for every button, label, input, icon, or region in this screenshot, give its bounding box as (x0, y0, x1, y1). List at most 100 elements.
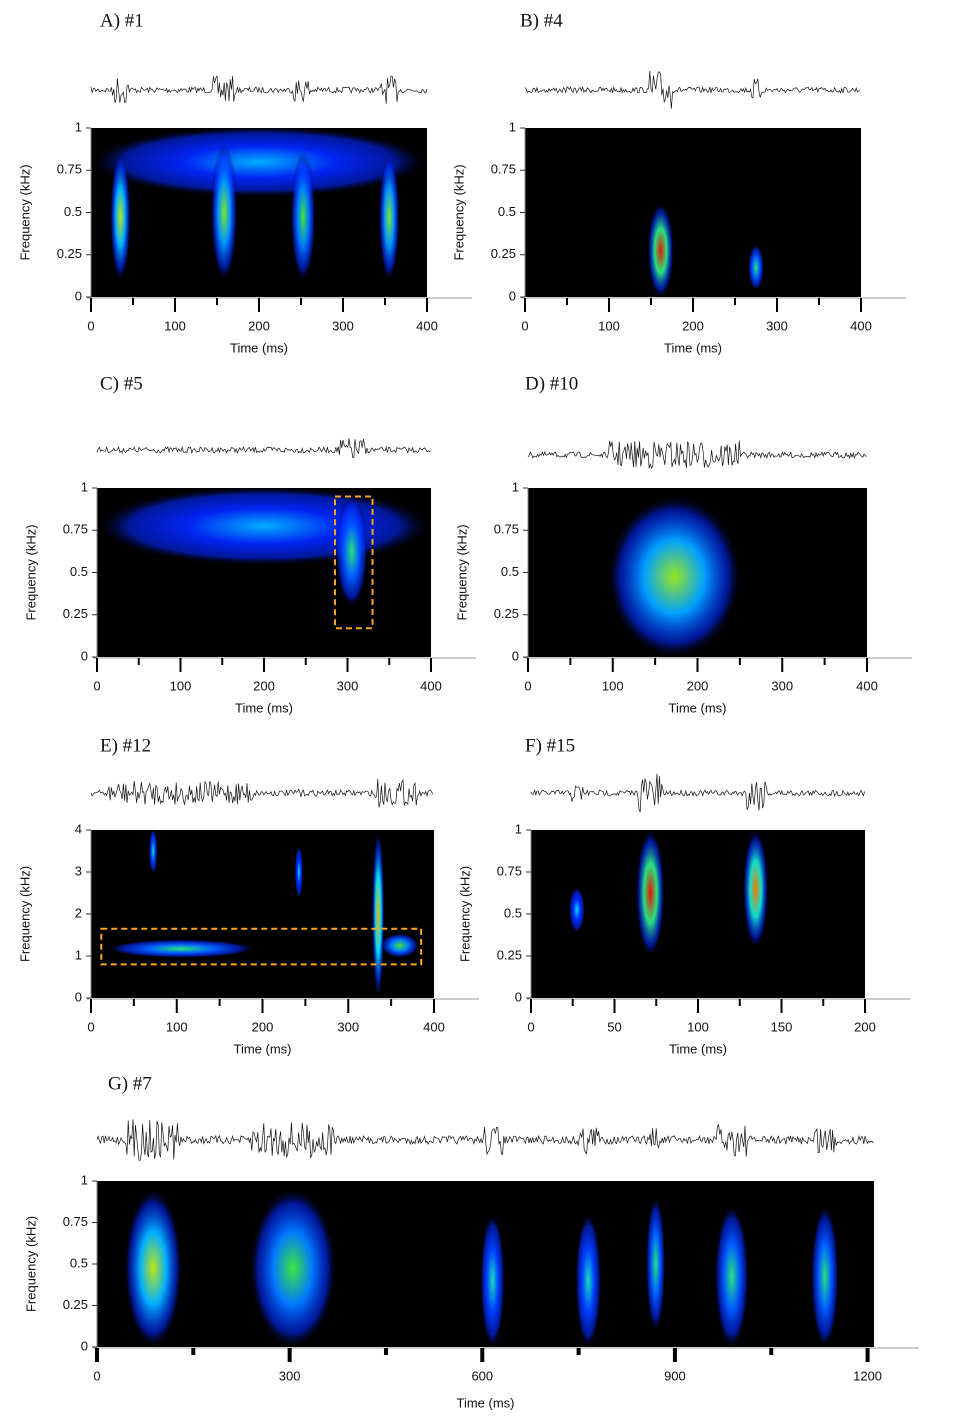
waveform (530, 773, 865, 813)
x-tick-label: 100 (164, 318, 186, 333)
y-tick-label: 0.75 (491, 162, 516, 177)
x-tick-label: 100 (170, 678, 192, 693)
y-tick-label: 0 (81, 648, 88, 663)
x-axis-label: Time (ms) (664, 340, 722, 355)
x-tick-label: 400 (856, 678, 878, 693)
y-tick-label: 0.25 (494, 606, 519, 621)
x-tick-label: 150 (771, 1019, 793, 1034)
y-axis-label: Frequency (kHz) (454, 524, 469, 620)
x-tick-label: 400 (416, 318, 438, 333)
y-tick-label: 0.25 (63, 1297, 88, 1312)
y-tick-label: 3 (75, 863, 82, 878)
x-tick-label: 200 (252, 1019, 274, 1034)
x-axis-label: Time (ms) (230, 340, 288, 355)
y-tick-label: 0 (515, 989, 522, 1004)
spectrogram (91, 128, 427, 283)
call-energy (149, 830, 158, 874)
y-tick-label: 0 (512, 648, 519, 663)
x-tick-label: 600 (471, 1368, 493, 1383)
panel-title: C) #5 (100, 373, 143, 394)
y-tick-label: 4 (75, 821, 82, 836)
x-tick-label: 100 (602, 678, 624, 693)
x-axis-label: Time (ms) (668, 700, 726, 715)
x-tick-label: 400 (423, 1019, 445, 1034)
call-energy (91, 128, 427, 198)
call-energy (569, 886, 585, 933)
y-tick-label: 0.25 (491, 246, 516, 261)
y-tick-label: 1 (509, 119, 516, 134)
x-tick-label: 300 (771, 678, 793, 693)
waveform (90, 778, 434, 808)
x-axis-label: Time (ms) (235, 700, 293, 715)
y-axis-label: Frequency (kHz) (17, 866, 32, 962)
x-tick-label: 400 (420, 678, 442, 693)
panel-title: E) #12 (100, 735, 151, 756)
y-axis-label: Frequency (kHz) (17, 164, 32, 260)
call-energy (294, 844, 304, 900)
y-tick-label: 0 (75, 288, 82, 303)
x-tick-label: 200 (854, 1019, 876, 1034)
panel-title: G) #7 (108, 1073, 152, 1094)
panel-title: D) #10 (525, 373, 578, 394)
x-tick-label: 0 (524, 678, 531, 693)
y-tick-label: 0.25 (497, 947, 522, 962)
call-energy (371, 830, 385, 998)
call-energy (210, 142, 238, 283)
x-tick-label: 900 (664, 1368, 686, 1383)
x-tick-label: 1200 (853, 1368, 882, 1383)
panel-title: A) #1 (100, 10, 144, 31)
x-tick-label: 300 (337, 1019, 359, 1034)
x-tick-label: 200 (253, 678, 275, 693)
call-energy (249, 1187, 337, 1347)
call-energy (123, 1187, 183, 1347)
x-axis-label: Time (ms) (456, 1395, 514, 1410)
call-energy (480, 1212, 505, 1347)
call-energy (748, 244, 764, 291)
x-tick-label: 300 (279, 1368, 301, 1383)
call-energy (106, 939, 256, 959)
y-tick-label: 2 (75, 905, 82, 920)
x-tick-label: 300 (337, 678, 359, 693)
spectrogram (647, 202, 764, 297)
y-axis-label: Frequency (kHz) (451, 164, 466, 260)
y-tick-label: 1 (75, 119, 82, 134)
x-tick-label: 300 (766, 318, 788, 333)
call-energy (110, 151, 131, 283)
x-tick-label: 200 (248, 318, 270, 333)
x-tick-label: 0 (93, 678, 100, 693)
call-energy (647, 202, 674, 297)
y-tick-label: 0.5 (70, 1255, 88, 1270)
highlight-box (333, 495, 374, 630)
x-tick-label: 0 (527, 1019, 534, 1034)
call-energy (380, 933, 419, 958)
call-energy (335, 494, 368, 609)
waveform (96, 1119, 874, 1161)
y-axis-label: Frequency (kHz) (457, 866, 472, 962)
x-tick-label: 200 (687, 678, 709, 693)
x-tick-label: 400 (850, 318, 872, 333)
call-energy (97, 488, 431, 567)
y-tick-label: 0.5 (498, 204, 516, 219)
x-tick-label: 100 (687, 1019, 709, 1034)
x-tick-label: 300 (332, 318, 354, 333)
x-tick-label: 50 (607, 1019, 621, 1034)
call-energy (290, 151, 316, 283)
y-tick-label: 0 (81, 1338, 88, 1353)
spectrogram (97, 488, 431, 609)
y-tick-label: 0.25 (57, 246, 82, 261)
x-tick-label: 0 (93, 1368, 100, 1383)
call-energy (742, 830, 769, 950)
y-tick-label: 0.75 (63, 522, 88, 537)
y-tick-label: 1 (515, 821, 522, 836)
y-tick-label: 0.5 (504, 905, 522, 920)
y-tick-label: 1 (75, 947, 82, 962)
call-energy (714, 1203, 749, 1347)
highlight-box (100, 927, 423, 966)
x-tick-label: 0 (87, 318, 94, 333)
x-tick-label: 0 (87, 1019, 94, 1034)
x-tick-label: 200 (682, 318, 704, 333)
waveform (527, 440, 867, 470)
waveform (96, 438, 431, 459)
y-tick-label: 0.25 (63, 606, 88, 621)
